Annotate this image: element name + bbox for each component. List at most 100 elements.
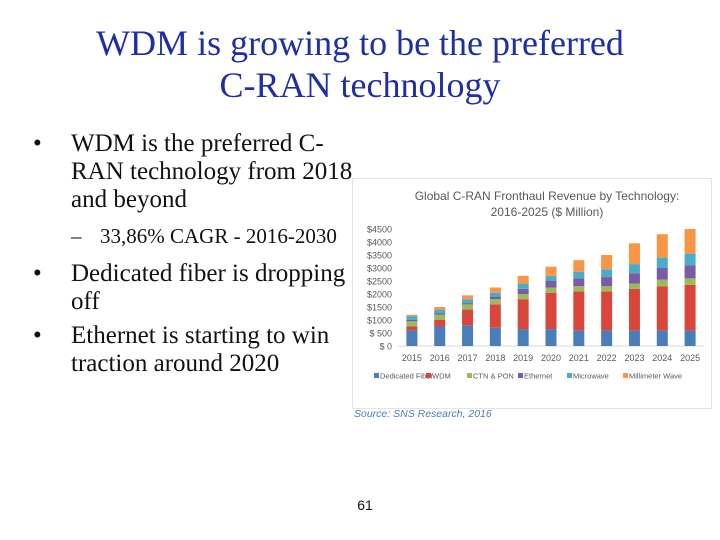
bar-segment: [517, 294, 529, 300]
bar-segment: [573, 260, 585, 272]
y-tick-label: $2000: [367, 290, 392, 300]
chart-frame: [352, 178, 712, 409]
bar-segment: [545, 281, 557, 288]
bar-segment: [406, 314, 418, 317]
x-tick-label: 2022: [597, 353, 617, 363]
y-tick-label: $4500: [367, 225, 392, 235]
y-tick-label: $2500: [367, 277, 392, 287]
bar-segment: [656, 234, 668, 258]
bar-segment: [573, 286, 585, 292]
bar-segment: [489, 327, 501, 346]
revenue-chart-svg: Global C-RAN Fronthaul Revenue by Techno…: [352, 178, 712, 420]
x-tick-label: 2021: [569, 353, 589, 363]
bar-segment: [462, 304, 474, 310]
bar-segment: [489, 287, 501, 293]
bar-segment: [517, 275, 529, 284]
bar-segment: [601, 330, 613, 346]
bar-segment: [434, 309, 446, 314]
legend-swatch: [374, 373, 379, 378]
bar-segment: [434, 314, 446, 320]
bar-segment: [656, 279, 668, 287]
bar-segment: [656, 330, 668, 346]
legend-label: Dedicated Fiber: [380, 372, 433, 381]
bullet-wdm-preferred: WDM is the preferred C-RAN technology fr…: [30, 130, 360, 214]
y-tick-label: $1500: [367, 303, 392, 313]
bar-segment: [684, 265, 696, 279]
chart-source: Source: SNS Research, 2016: [354, 408, 492, 420]
slide-title: WDM is growing to be the preferred C-RAN…: [0, 22, 720, 106]
x-tick-label: 2015: [402, 353, 422, 363]
slide-title-line1: WDM is growing to be the preferred: [96, 23, 624, 63]
bar-segment: [489, 296, 501, 300]
bar-segment: [462, 295, 474, 300]
bar-segment: [656, 257, 668, 268]
bar-segment: [462, 303, 474, 305]
bar-segment: [684, 284, 696, 331]
legend-label: Millimeter Wave: [629, 372, 682, 381]
bar-segment: [656, 286, 668, 331]
bar-segment: [628, 283, 640, 289]
legend-swatch: [623, 373, 628, 378]
bar-segment: [489, 299, 501, 305]
bar-segment: [601, 255, 613, 270]
bar-segment: [434, 320, 446, 327]
bar-segment: [462, 325, 474, 346]
slide-title-line2: C-RAN technology: [219, 65, 501, 105]
bar-segment: [434, 326, 446, 346]
bar-segment: [545, 275, 557, 281]
x-tick-label: 2025: [680, 353, 700, 363]
legend-label: CTN & PON: [473, 372, 514, 381]
bar-segment: [573, 278, 585, 287]
bar-segment: [462, 299, 474, 304]
legend-swatch: [518, 373, 523, 378]
y-tick-label: $1000: [367, 316, 392, 326]
bar-segment: [489, 304, 501, 328]
revenue-chart: Global C-RAN Fronthaul Revenue by Techno…: [352, 178, 712, 428]
bar-segment: [517, 288, 529, 294]
x-tick-label: 2024: [652, 353, 672, 363]
bar-segment: [517, 329, 529, 346]
bar-segment: [434, 313, 446, 315]
legend-label: WDM: [432, 372, 451, 381]
bar-segment: [601, 277, 613, 287]
bar-segment: [628, 330, 640, 346]
bar-segment: [545, 329, 557, 346]
sub-bullet-cagr-text: 33,86% CAGR - 2016-2030: [100, 224, 337, 248]
bar-segment: [656, 268, 668, 280]
x-tick-label: 2023: [624, 353, 644, 363]
bullet-ethernet: Ethernet is starting to win traction aro…: [30, 322, 360, 378]
page-number: 61: [357, 497, 373, 513]
bar-segment: [489, 292, 501, 297]
y-tick-label: $4000: [367, 238, 392, 248]
bar-segment: [573, 330, 585, 346]
bar-segment: [684, 278, 696, 285]
y-tick-label: $ 0: [379, 342, 392, 352]
bar-segment: [601, 286, 613, 292]
bar-segment: [517, 283, 529, 289]
legend-swatch: [467, 373, 472, 378]
sub-bullet-cagr: – 33,86% CAGR - 2016-2030: [30, 224, 360, 248]
bar-segment: [434, 307, 446, 310]
bar-segment: [628, 243, 640, 265]
bar-segment: [573, 271, 585, 279]
bar-segment: [545, 292, 557, 330]
x-tick-label: 2020: [541, 353, 561, 363]
bar-segment: [601, 269, 613, 278]
bar-segment: [684, 229, 696, 254]
legend-label: Microwave: [573, 372, 609, 381]
bar-segment: [628, 264, 640, 274]
bar-segment: [573, 291, 585, 331]
legend-label: Ethernet: [524, 372, 553, 381]
bar-segment: [601, 291, 613, 331]
bullet-dedicated-fiber: Dedicated fiber is dropping off: [30, 260, 360, 316]
x-tick-label: 2019: [513, 353, 533, 363]
bar-segment: [684, 253, 696, 266]
bullet-list: WDM is the preferred C-RAN technology fr…: [30, 130, 360, 378]
legend-swatch: [567, 373, 572, 378]
bar-segment: [545, 287, 557, 293]
chart-title-line1: Global C-RAN Fronthaul Revenue by Techno…: [415, 189, 680, 203]
dash-marker: –: [71, 224, 82, 248]
bar-segment: [406, 326, 418, 331]
bar-segment: [545, 266, 557, 276]
legend-swatch: [426, 373, 431, 378]
